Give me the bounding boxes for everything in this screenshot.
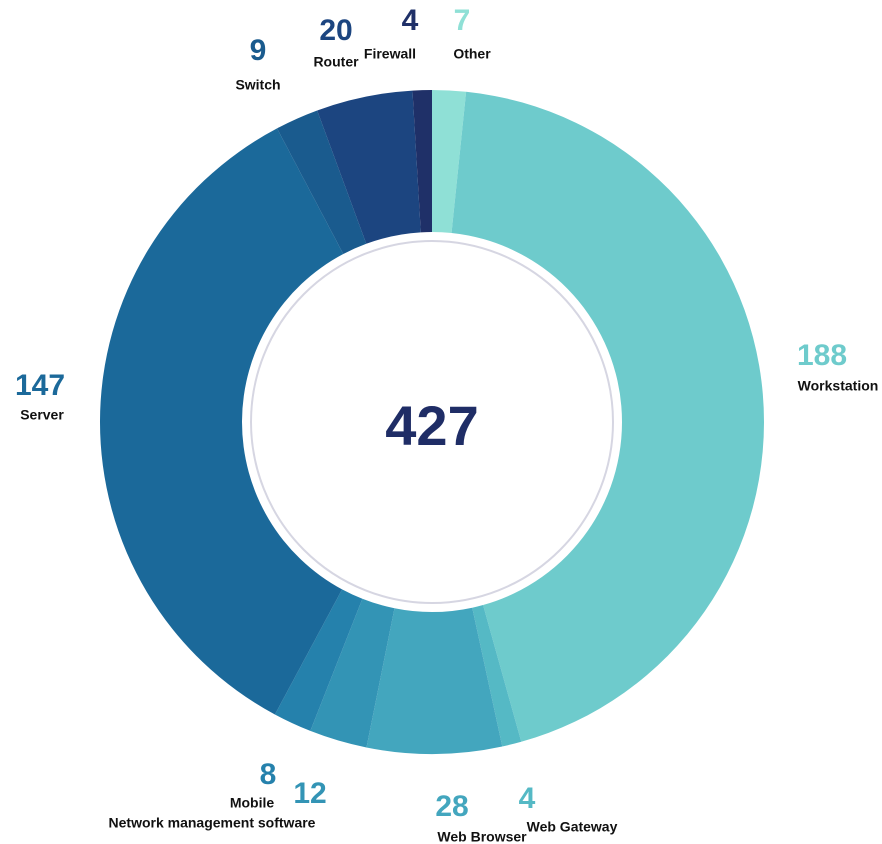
category-label: Web Browser [437, 829, 527, 844]
value-label: 28 [435, 790, 468, 823]
donut-segment [100, 128, 344, 715]
donut-segment [310, 598, 395, 748]
value-label: 147 [15, 369, 65, 402]
category-label: Network management software [109, 815, 316, 831]
donut-segment [412, 90, 432, 233]
value-label: 4 [402, 4, 419, 37]
value-label: 20 [319, 14, 352, 47]
category-label: Mobile [230, 795, 275, 811]
category-label: Server [20, 407, 64, 423]
value-label: 8 [260, 758, 277, 791]
donut-segment [317, 90, 421, 244]
value-label: 4 [519, 782, 536, 815]
donut-segment [451, 91, 764, 742]
category-label: Other [453, 46, 491, 62]
category-label: Switch [235, 77, 280, 93]
donut-segment [432, 90, 467, 234]
value-label: 188 [797, 339, 847, 372]
donut-segment [277, 110, 367, 254]
donut-segment [472, 605, 522, 747]
donut-segment [366, 607, 503, 754]
category-label: Web Gateway [527, 819, 618, 835]
donut-segment [274, 589, 363, 731]
value-label: 9 [250, 34, 267, 67]
category-label: Firewall [364, 46, 416, 62]
total-label: 427 [385, 394, 478, 457]
category-label: Workstation [798, 378, 879, 394]
category-label: Router [313, 54, 359, 70]
value-label: 12 [293, 777, 326, 810]
value-label: 7 [454, 4, 471, 37]
inner-ring [250, 240, 614, 604]
